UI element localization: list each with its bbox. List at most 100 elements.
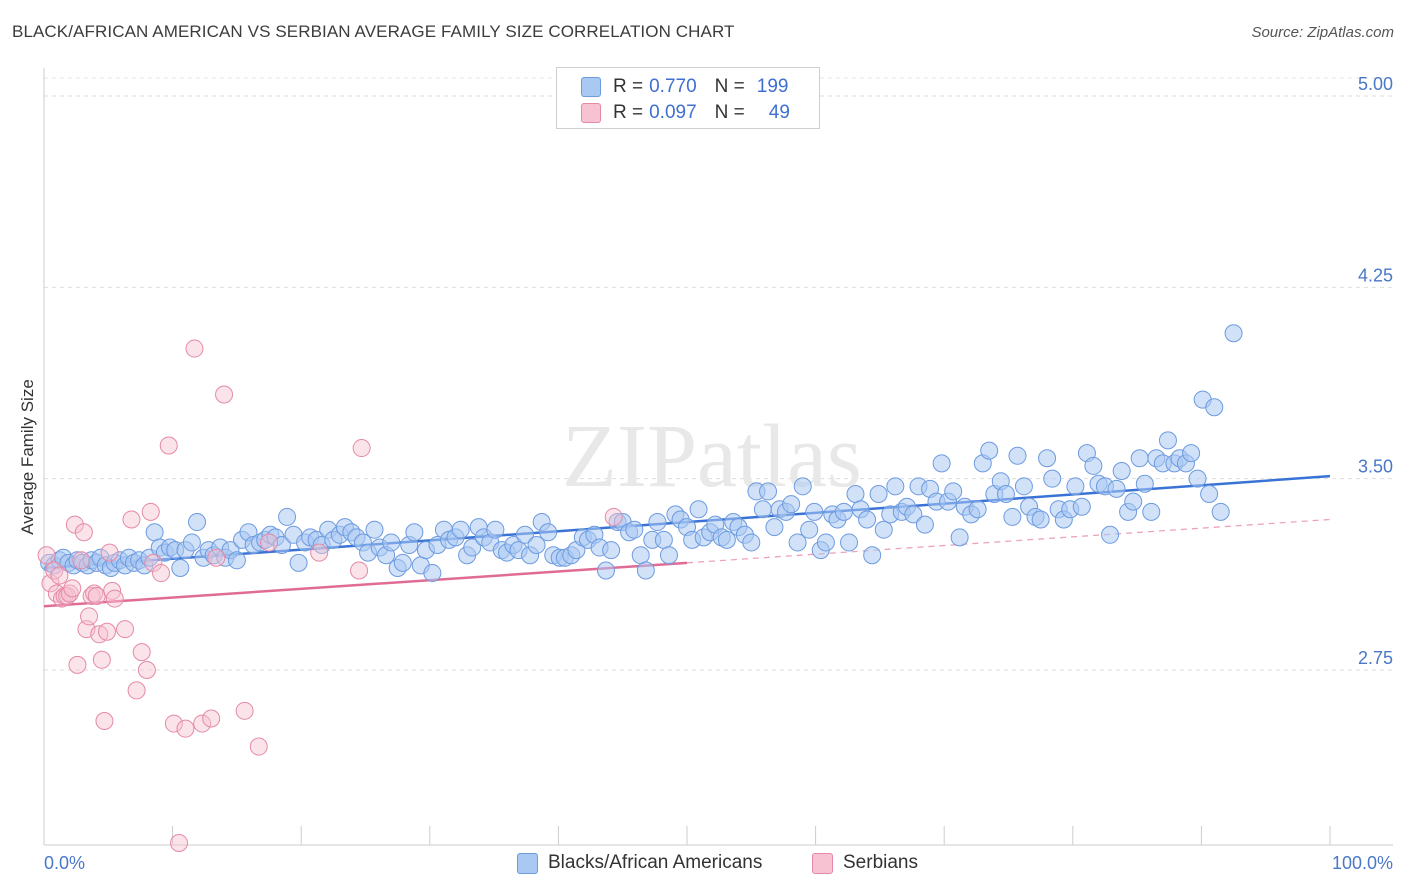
y-tick-label: 3.50 — [1358, 457, 1393, 477]
x-tick-max: 100.0% — [1332, 853, 1393, 873]
grid-lines — [44, 77, 1393, 671]
point-serbians — [260, 533, 279, 552]
point-blacks — [788, 533, 807, 552]
point-serbians — [80, 607, 99, 626]
point-serbians — [85, 584, 104, 603]
point-serbians — [45, 561, 64, 580]
point-blacks — [515, 525, 534, 544]
point-serbians — [82, 587, 101, 606]
point-blacks — [874, 520, 893, 539]
legend-swatch-pink — [812, 852, 833, 874]
legend-item-serbians[interactable]: Serbians — [812, 852, 918, 874]
point-serbians — [127, 681, 146, 700]
point-blacks — [382, 533, 401, 552]
point-serbians — [100, 543, 119, 562]
point-serbians — [159, 436, 178, 455]
point-blacks — [1182, 444, 1201, 463]
point-blacks — [596, 561, 615, 580]
point-blacks — [182, 533, 201, 552]
point-serbians — [604, 507, 623, 526]
point-serbians — [152, 564, 171, 583]
point-blacks — [463, 538, 482, 557]
point-blacks — [171, 558, 190, 577]
point-serbians — [132, 643, 151, 662]
point-serbians — [63, 579, 82, 598]
series-legend: Blacks/African Americans Serbians — [0, 852, 1406, 878]
y-tick-label: 5.00 — [1358, 74, 1393, 94]
point-blacks — [742, 533, 761, 552]
point-serbians — [193, 714, 212, 733]
point-serbians — [92, 650, 111, 669]
point-blacks — [1084, 456, 1103, 475]
point-blacks — [717, 530, 736, 549]
point-blacks — [863, 546, 882, 565]
point-serbians — [310, 543, 329, 562]
point-serbians — [141, 502, 160, 521]
r-label: R = — [613, 102, 644, 123]
point-blacks — [539, 523, 558, 542]
point-blacks — [451, 520, 470, 539]
point-blacks — [1112, 462, 1131, 481]
point-serbians — [98, 622, 117, 641]
point-blacks — [1135, 474, 1154, 493]
y-tick-labels: 2.75 3.50 4.25 5.00 — [1358, 74, 1393, 668]
point-serbians — [37, 546, 56, 565]
point-blacks — [393, 553, 412, 572]
point-serbians — [144, 553, 163, 572]
point-serbians — [122, 510, 141, 529]
point-blacks — [886, 477, 905, 496]
legend-row-serbians: R = 0.097 N = 49 — [581, 100, 790, 126]
point-blacks — [1211, 502, 1230, 521]
point-blacks — [405, 523, 424, 542]
stats-legend: R = 0.770 N = 199 R = 0.097 N = 49 — [556, 67, 820, 129]
legend-swatch-pink — [581, 103, 601, 123]
axes — [43, 68, 1393, 846]
legend-item-blacks[interactable]: Blacks/African Americans — [517, 852, 762, 874]
trend-line-serbians-projection — [686, 518, 1331, 564]
point-blacks — [648, 513, 667, 532]
point-blacks — [1107, 479, 1126, 498]
point-blacks — [793, 477, 812, 496]
point-blacks — [145, 523, 164, 542]
point-blacks — [944, 482, 963, 501]
legend-swatch-blue — [581, 77, 601, 97]
n-value: 199 — [756, 76, 789, 97]
point-blacks — [289, 553, 308, 572]
point-blacks — [1205, 398, 1224, 417]
point-blacks — [805, 502, 824, 521]
point-blacks — [1224, 324, 1243, 343]
legend-label: Blacks/African Americans — [548, 852, 763, 873]
point-blacks — [227, 551, 246, 570]
point-blacks — [1038, 449, 1057, 468]
r-label: R = — [613, 76, 644, 97]
point-serbians — [50, 566, 69, 585]
point-serbians — [72, 551, 91, 570]
r-value: 0.097 — [649, 102, 697, 123]
point-blacks — [1101, 525, 1120, 544]
data-points — [37, 324, 1243, 852]
point-blacks — [1124, 492, 1143, 511]
point-blacks — [625, 520, 644, 539]
point-blacks — [365, 520, 384, 539]
point-blacks — [1142, 502, 1161, 521]
point-blacks — [188, 513, 207, 532]
point-serbians — [116, 620, 135, 639]
x-tick-min: 0.0% — [44, 853, 85, 873]
point-blacks — [1188, 469, 1207, 488]
point-serbians — [352, 439, 371, 458]
point-serbians — [170, 834, 189, 852]
n-label: N = — [714, 102, 745, 123]
point-blacks — [869, 484, 888, 503]
point-serbians — [215, 385, 234, 404]
legend-swatch-blue — [517, 852, 538, 874]
point-blacks — [1003, 507, 1022, 526]
point-blacks — [950, 528, 969, 547]
point-blacks — [834, 502, 853, 521]
point-blacks — [1158, 431, 1177, 450]
trend-line-serbians — [43, 561, 688, 608]
point-blacks — [1130, 449, 1149, 468]
y-tick-label: 2.75 — [1358, 648, 1393, 668]
chart-title: BLACK/AFRICAN AMERICAN VS SERBIAN AVERAG… — [12, 22, 735, 41]
point-blacks — [904, 505, 923, 524]
